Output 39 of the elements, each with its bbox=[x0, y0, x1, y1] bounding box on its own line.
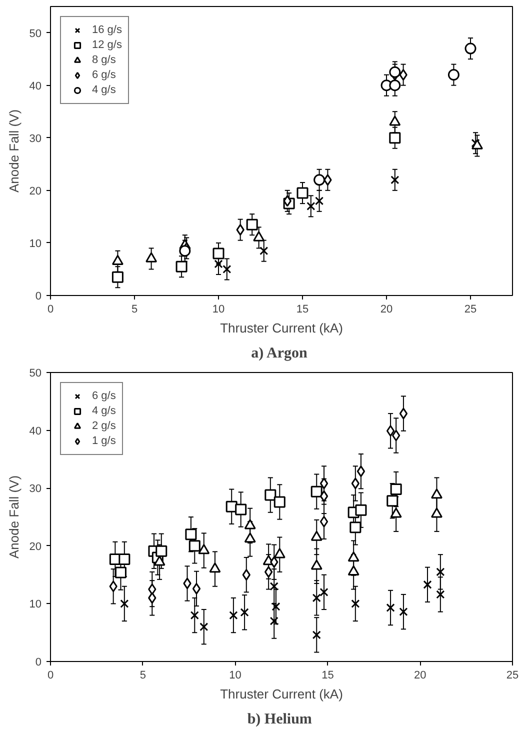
y-tick-label: 50 bbox=[29, 368, 42, 380]
x-tick-label: 0 bbox=[47, 670, 54, 682]
legend-label: 2 g/s bbox=[92, 419, 116, 433]
y-tick-label: 50 bbox=[29, 28, 42, 40]
x-tick-label: 20 bbox=[414, 670, 426, 682]
x-tick-label: 5 bbox=[131, 304, 138, 316]
x-tick-label: 10 bbox=[229, 670, 242, 682]
y-tick-label: 20 bbox=[29, 540, 42, 553]
y-tick-label: 10 bbox=[29, 598, 42, 611]
legend-label: 16 g/s bbox=[92, 23, 122, 37]
legend-label: 4 g/s bbox=[92, 404, 116, 418]
x-tick-label: 0 bbox=[47, 304, 54, 316]
x-tick-label: 15 bbox=[296, 304, 309, 316]
text: b) Helium bbox=[247, 712, 312, 728]
legend-label: 1 g/s bbox=[92, 434, 116, 448]
text: a) Argon bbox=[251, 346, 308, 362]
y-axis-title: Anode Fall (V) bbox=[6, 109, 22, 193]
x-tick-label: 15 bbox=[322, 670, 334, 682]
x-tick-label: 5 bbox=[140, 670, 146, 682]
y-tick-label: 0 bbox=[35, 290, 42, 302]
legend-label: 8 g/s bbox=[92, 53, 116, 67]
x-tick-label: 25 bbox=[506, 670, 519, 682]
legend-label: 6 g/s bbox=[92, 389, 116, 403]
x-axis-title: Thruster Current (kA) bbox=[220, 320, 343, 336]
y-axis-title: Anode Fall (V) bbox=[6, 475, 22, 559]
y-tick-label: 20 bbox=[29, 185, 42, 198]
x-tick-label: 10 bbox=[212, 304, 225, 316]
legend-label: 6 g/s bbox=[92, 68, 116, 82]
x-tick-label: 25 bbox=[464, 304, 477, 316]
y-tick-label: 0 bbox=[35, 656, 42, 668]
x-axis-title: Thruster Current (kA) bbox=[220, 686, 343, 702]
legend-label: 12 g/s bbox=[92, 38, 122, 52]
y-tick-label: 40 bbox=[29, 425, 42, 438]
y-tick-label: 30 bbox=[29, 483, 42, 496]
x-tick-label: 20 bbox=[380, 304, 393, 316]
legend-label: 4 g/s bbox=[92, 83, 116, 97]
y-tick-label: 10 bbox=[29, 238, 42, 250]
y-tick-label: 30 bbox=[29, 132, 42, 145]
y-tick-label: 40 bbox=[29, 80, 42, 92]
